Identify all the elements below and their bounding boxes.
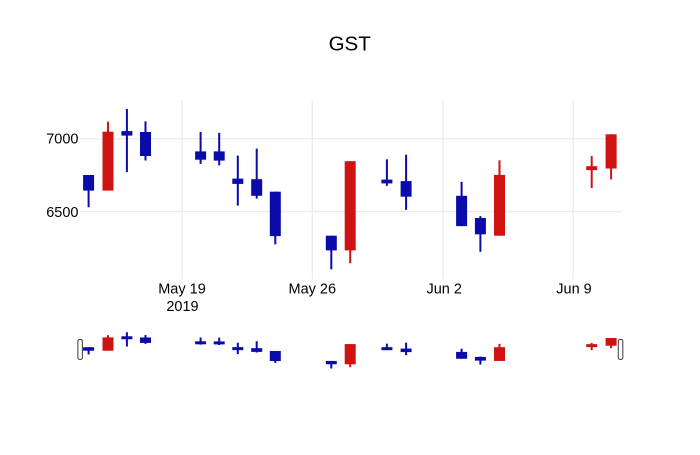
svg-text:May 26: May 26: [289, 282, 337, 298]
svg-text:2019: 2019: [166, 299, 198, 315]
svg-text:7000: 7000: [46, 132, 78, 148]
svg-text:GST: GST: [329, 32, 372, 55]
svg-text:May 19: May 19: [158, 282, 206, 298]
svg-text:Jun 9: Jun 9: [556, 282, 591, 298]
svg-text:6500: 6500: [46, 205, 78, 221]
svg-text:Jun 2: Jun 2: [426, 282, 461, 298]
